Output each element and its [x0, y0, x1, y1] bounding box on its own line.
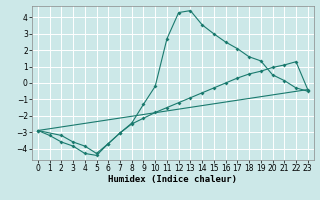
- X-axis label: Humidex (Indice chaleur): Humidex (Indice chaleur): [108, 175, 237, 184]
